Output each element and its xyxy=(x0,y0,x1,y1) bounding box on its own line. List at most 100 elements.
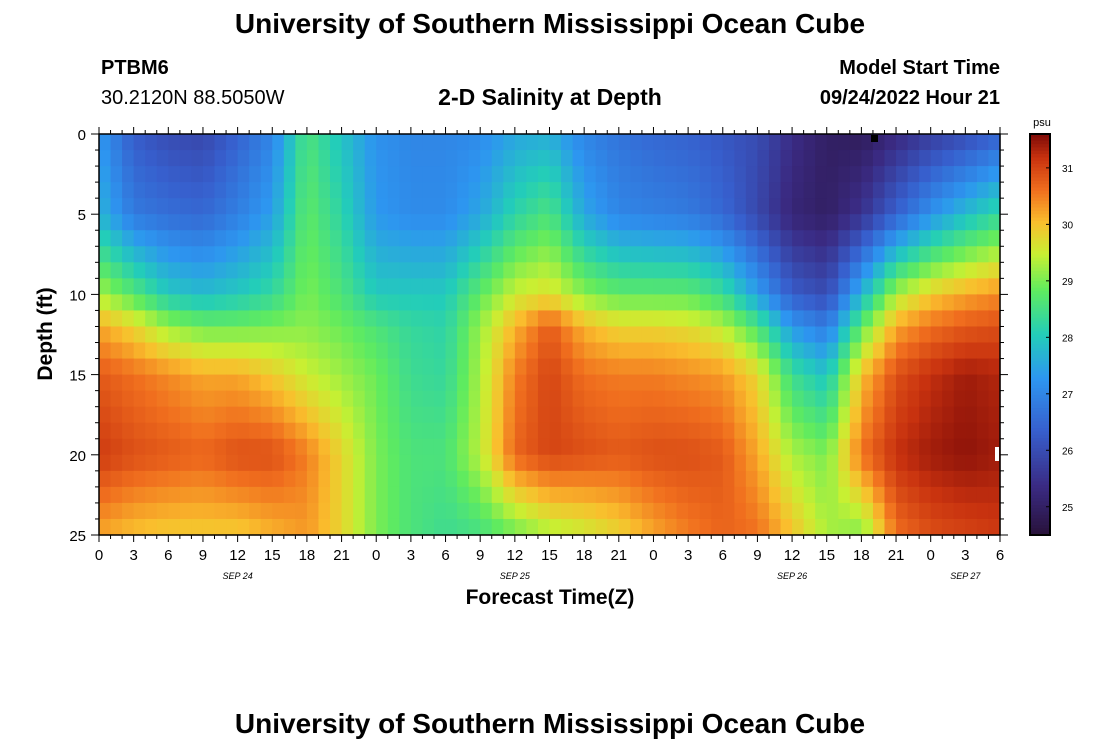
heatmap-cell xyxy=(826,486,839,504)
heatmap-cell xyxy=(537,134,551,151)
heatmap-cell xyxy=(376,246,389,263)
heatmap-cell xyxy=(688,214,701,231)
heatmap-cell xyxy=(653,134,666,151)
heatmap-cell xyxy=(618,150,631,167)
heatmap-cell xyxy=(838,134,851,151)
heatmap-cell xyxy=(445,198,458,215)
heatmap-cell xyxy=(214,278,227,295)
model-start-value: 09/24/2022 Hour 21 xyxy=(819,87,1000,109)
heatmap-cell xyxy=(618,390,631,408)
heatmap-cell xyxy=(422,470,435,488)
heatmap-cell xyxy=(803,470,816,488)
colorbar-swatch xyxy=(1030,471,1050,476)
heatmap-cell xyxy=(572,454,585,472)
heatmap-cell xyxy=(376,518,389,536)
heatmap-cell xyxy=(99,326,112,344)
heatmap-cell xyxy=(942,310,955,328)
heatmap-cell xyxy=(711,134,724,151)
heatmap-cell xyxy=(734,438,747,456)
heatmap-cell xyxy=(295,310,308,328)
heatmap-cell xyxy=(861,454,874,472)
heatmap-cell xyxy=(665,342,678,360)
heatmap-cell xyxy=(387,134,400,151)
heatmap-cell xyxy=(768,134,782,151)
colorbar-swatch xyxy=(1030,307,1050,312)
heatmap-cell xyxy=(191,150,204,167)
colorbar-swatch xyxy=(1030,531,1050,536)
heatmap-cell xyxy=(145,486,158,504)
heatmap-cell xyxy=(688,438,701,456)
heatmap-cell xyxy=(387,246,400,263)
heatmap-cell xyxy=(907,134,920,151)
heatmap-cell xyxy=(711,326,724,344)
heatmap-cell xyxy=(722,342,735,360)
heatmap-cell xyxy=(607,342,620,360)
heatmap-cell xyxy=(676,374,689,392)
heatmap-cell xyxy=(526,518,539,536)
heatmap-cell xyxy=(815,310,828,328)
heatmap-cell xyxy=(226,374,239,392)
heatmap-cell xyxy=(226,518,239,536)
heatmap-cell xyxy=(919,406,932,424)
heatmap-cell xyxy=(561,374,574,392)
heatmap-cell xyxy=(780,310,793,328)
heatmap-cell xyxy=(665,358,678,376)
heatmap-cell xyxy=(283,246,296,263)
heatmap-cell xyxy=(399,502,412,520)
heatmap-cell xyxy=(595,294,608,312)
heatmap-cell xyxy=(330,294,343,312)
colorbar-swatch xyxy=(1030,454,1050,459)
heatmap-cell xyxy=(376,374,389,392)
heatmap-cell xyxy=(584,262,597,279)
heatmap-cell xyxy=(399,262,412,279)
x-tick-label: 12 xyxy=(229,547,246,564)
heatmap-cell xyxy=(295,182,308,199)
heatmap-cell xyxy=(179,502,193,520)
heatmap-cell xyxy=(514,342,527,360)
heatmap-cell xyxy=(780,470,793,488)
colorbar-swatch xyxy=(1030,150,1050,155)
heatmap-cell xyxy=(595,214,608,231)
heatmap-cell xyxy=(896,246,909,263)
colorbar-swatch xyxy=(1030,311,1050,316)
heatmap-cell xyxy=(976,166,990,183)
heatmap-cell xyxy=(191,390,204,408)
heatmap-cell xyxy=(722,454,735,472)
heatmap-cell xyxy=(768,166,782,183)
heatmap-cell xyxy=(330,406,343,424)
heatmap-cell xyxy=(376,182,389,199)
heatmap-cell xyxy=(896,518,909,536)
heatmap-cell xyxy=(445,518,458,536)
heatmap-cell xyxy=(595,134,608,151)
heatmap-cell xyxy=(260,518,273,536)
heatmap-cell xyxy=(168,406,181,424)
heatmap-cell xyxy=(364,182,377,199)
heatmap-cell xyxy=(711,166,724,183)
heatmap-cell xyxy=(780,454,793,472)
heatmap-cell xyxy=(318,150,331,167)
heatmap-cell xyxy=(595,358,608,376)
heatmap-cell xyxy=(145,166,158,183)
heatmap-cell xyxy=(722,422,735,440)
heatmap-cell xyxy=(699,278,712,295)
heatmap-cell xyxy=(768,278,782,295)
heatmap-cell xyxy=(595,454,608,472)
heatmap-cell xyxy=(826,310,839,328)
heatmap-cell xyxy=(572,230,585,247)
heatmap-cell xyxy=(930,518,943,536)
heatmap-cell xyxy=(907,454,920,472)
heatmap-cell xyxy=(965,342,978,360)
heatmap-cell xyxy=(849,166,862,183)
heatmap-cell xyxy=(433,262,447,279)
heatmap-cell xyxy=(468,198,481,215)
heatmap-cell xyxy=(156,438,169,456)
heatmap-cell xyxy=(745,246,759,263)
heatmap-cell xyxy=(641,422,655,440)
heatmap-cell xyxy=(942,390,955,408)
heatmap-cell xyxy=(364,422,377,440)
heatmap-cell xyxy=(919,358,932,376)
heatmap-cell xyxy=(688,150,701,167)
heatmap-cell xyxy=(688,310,701,328)
heatmap-cell xyxy=(953,294,966,312)
heatmap-cell xyxy=(630,134,643,151)
